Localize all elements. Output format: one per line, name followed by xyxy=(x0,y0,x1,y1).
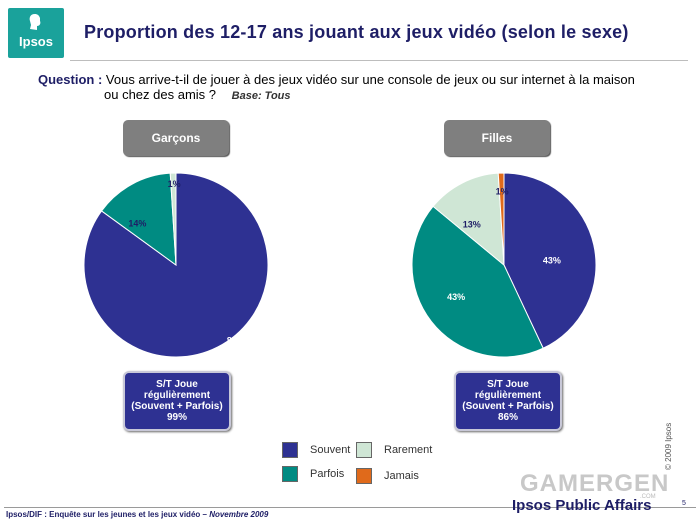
question-base: Base: Tous xyxy=(231,90,291,102)
summary-value: 99% xyxy=(166,412,187,423)
pie-slice-rarement xyxy=(169,172,177,266)
pie-label-parfois: 14% xyxy=(128,219,146,229)
watermark: GAMERGEN xyxy=(520,470,670,497)
legend-label: Jamais xyxy=(384,470,419,482)
logo-head-icon xyxy=(29,14,41,30)
summary-line: régulièrement xyxy=(474,390,542,401)
summary-line: (Souvent + Parfois) xyxy=(131,401,223,412)
pie-slice-parfois xyxy=(411,205,544,358)
legend-item-parfois: Parfois xyxy=(282,466,344,482)
logo-text: Ipsos xyxy=(19,34,53,49)
summary-line: régulièrement xyxy=(143,390,211,401)
pie-label-jamais: 1% xyxy=(496,186,509,196)
pie-slice-rarement xyxy=(432,172,505,267)
footer-date: Novembre 2009 xyxy=(209,510,269,519)
ipsos-logo: Ipsos xyxy=(8,8,64,58)
pie-slice-jamais xyxy=(497,172,505,266)
summary-value: 86% xyxy=(497,412,518,423)
legend-item-souvent: Souvent xyxy=(282,442,350,458)
page-number: 5 xyxy=(682,500,686,507)
question-line-1: Vous arrive-t-il de jouer à des jeux vid… xyxy=(105,72,635,87)
watermark-sub: .COM xyxy=(640,494,656,500)
pie-slice-parfois xyxy=(100,172,177,267)
legend-swatch xyxy=(282,466,298,482)
summary-line: S/T Joue xyxy=(156,379,198,390)
pie-label-souvent: 85% xyxy=(227,335,245,345)
brand-name: Ipsos Public Affairs xyxy=(512,497,652,514)
question-label: Question : xyxy=(38,72,103,87)
copyright-note: © 2009 Ipsos xyxy=(664,422,673,470)
summary-box-filles: S/T Joue régulièrement (Souvent + Parfoi… xyxy=(454,371,562,431)
legend-swatch xyxy=(356,442,372,458)
page-title: Proportion des 12-17 ans jouant aux jeux… xyxy=(84,22,629,42)
question-block: Question : Vous arrive-t-il de jouer à d… xyxy=(38,72,678,104)
summary-box-garcons: S/T Joue régulièrement (Souvent + Parfoi… xyxy=(123,371,231,431)
legend-label: Souvent xyxy=(310,444,351,456)
title-divider xyxy=(70,60,688,61)
legend-label: Parfois xyxy=(310,468,345,480)
pie-slice-souvent xyxy=(503,172,597,349)
summary-line: (Souvent + Parfois) xyxy=(462,401,554,412)
pie-label-souvent: 43% xyxy=(543,255,561,265)
pie-chart-filles: 43% 43% 13% 1% xyxy=(411,172,597,358)
footer-source-text: Ipsos/DIF : Enquête sur les jeunes et le… xyxy=(6,510,210,519)
pie-label-parfois: 43% xyxy=(447,292,465,302)
pie-label-rarement: 1% xyxy=(168,179,181,189)
legend-item-jamais: Jamais xyxy=(356,468,419,484)
group-label-garcons: Garçons xyxy=(123,120,229,156)
summary-line: S/T Joue xyxy=(487,379,529,390)
pie-label-rarement: 13% xyxy=(463,220,481,230)
group-label-filles: Filles xyxy=(444,120,550,156)
footer-divider xyxy=(4,507,696,508)
legend-label: Rarement xyxy=(384,444,433,456)
legend-item-rarement: Rarement xyxy=(356,442,432,458)
question-line-2: ou chez des amis ? xyxy=(104,87,217,102)
pie-chart-garcons: 85% 14% 1% xyxy=(83,172,269,358)
legend-swatch xyxy=(356,468,372,484)
legend-swatch xyxy=(282,442,298,458)
footer-source: Ipsos/DIF : Enquête sur les jeunes et le… xyxy=(6,510,268,519)
